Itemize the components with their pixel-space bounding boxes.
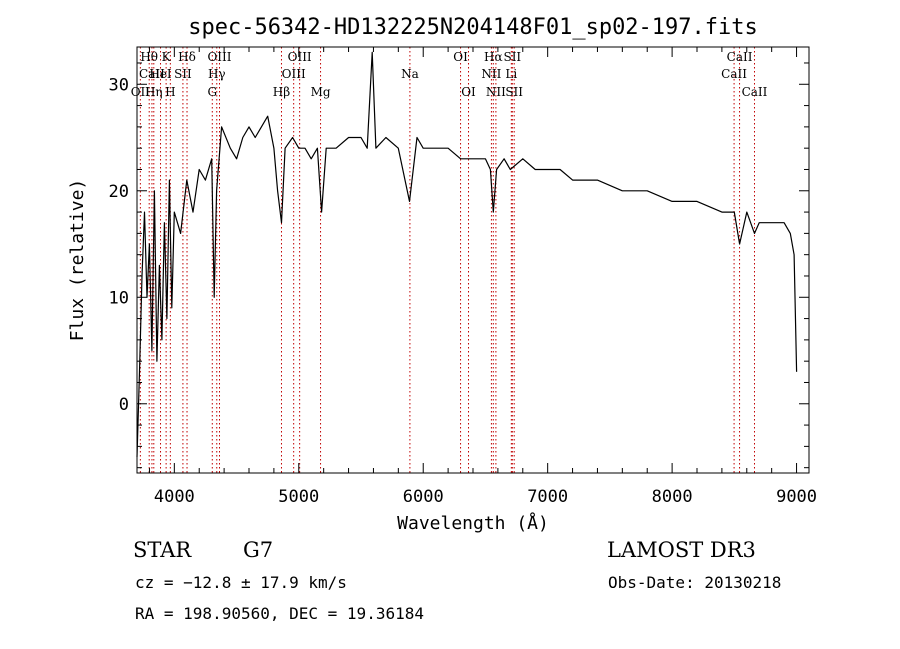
- survey-name: LAMOST DR3: [607, 538, 756, 562]
- line-label-3: Hη: [145, 85, 163, 99]
- line-label-11: G: [207, 85, 217, 99]
- x-axis-label: Wavelength (Å): [397, 512, 549, 534]
- line-label-7: SII: [174, 67, 192, 81]
- line-label-0: Hθ: [140, 50, 158, 64]
- spectral-subclass: G7: [243, 538, 274, 562]
- x-tick-label-6000: 6000: [403, 487, 444, 507]
- y-tick-label-10: 10: [109, 288, 129, 308]
- line-label-5: K: [162, 50, 172, 64]
- object-class: STAR: [133, 538, 192, 562]
- line-label-12: Hβ: [273, 85, 290, 99]
- line-label-9: OIII: [207, 50, 231, 64]
- line-label-22: SII: [503, 50, 521, 64]
- y-tick-label-0: 0: [119, 395, 129, 415]
- line-label-10: Hγ: [208, 67, 226, 81]
- line-label-2: OII: [131, 85, 151, 99]
- line-label-8: Hδ: [178, 50, 196, 64]
- y-axis-label: Flux (relative): [67, 179, 88, 342]
- line-label-25: CaII: [727, 50, 753, 64]
- coordinates: RA = 198.90560, DEC = 19.36184: [135, 604, 424, 623]
- spectrum-trace: [136, 51, 798, 458]
- line-label-24: SII: [505, 85, 523, 99]
- chart-title: spec-56342-HD132225N204148F01_sp02-197.f…: [188, 15, 758, 40]
- line-label-19: Hα: [484, 50, 503, 64]
- y-tick-label-20: 20: [109, 182, 129, 202]
- line-label-13: OIII: [282, 67, 306, 81]
- plot-frame: [136, 46, 810, 474]
- line-label-18: OI: [461, 85, 476, 99]
- line-label-26: CaII: [721, 67, 747, 81]
- line-label-27: CaII: [742, 85, 768, 99]
- redshift-info: cz = −12.8 ± 17.9 km/s: [135, 573, 347, 592]
- x-tick-label-7000: 7000: [527, 487, 568, 507]
- x-axis-ticks: 4000 5000 6000 7000 8000 9000: [148, 47, 817, 507]
- line-label-21: NII: [486, 85, 506, 99]
- y-axis-ticks: 0 10 20 30: [109, 62, 809, 469]
- line-label-4: HeI: [149, 67, 172, 81]
- line-label-17: OI: [453, 50, 468, 64]
- x-tick-label-5000: 5000: [278, 487, 319, 507]
- line-label-23: Li: [505, 67, 517, 81]
- x-tick-label-4000: 4000: [154, 487, 195, 507]
- observation-date: Obs-Date: 20130218: [608, 573, 782, 592]
- x-tick-label-8000: 8000: [652, 487, 693, 507]
- line-label-16: Na: [401, 67, 419, 81]
- line-label-20: NII: [481, 67, 501, 81]
- line-label-15: Mg: [311, 85, 331, 99]
- x-tick-label-9000: 9000: [776, 487, 817, 507]
- line-label-14: OIII: [288, 50, 312, 64]
- spectral-line-markers: [139, 47, 755, 473]
- line-label-1: CaII: [139, 67, 165, 81]
- y-tick-label-30: 30: [109, 75, 129, 95]
- line-label-6: H: [165, 85, 175, 99]
